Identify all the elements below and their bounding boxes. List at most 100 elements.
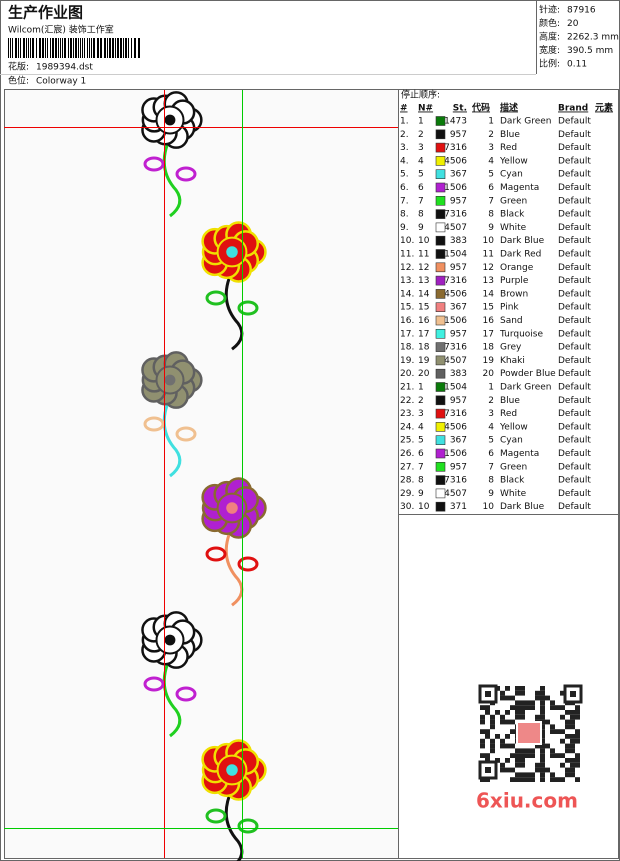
color-swatch (435, 355, 446, 366)
cell: 957 (450, 396, 467, 406)
cell: Default (558, 210, 591, 220)
cell: 10 (418, 236, 430, 246)
cell: Cyan (500, 436, 523, 446)
cell: Black (500, 476, 525, 486)
cell: Default (558, 303, 591, 313)
qr-cell (515, 758, 520, 763)
bar-stripe (12, 38, 13, 58)
cell: Default (558, 489, 591, 499)
qr-cell (520, 762, 525, 768)
cell: Default (558, 343, 591, 353)
cell: Green (500, 196, 527, 206)
bar-stripe (82, 38, 83, 58)
cell: 4507 (444, 223, 467, 233)
qr-cell (570, 762, 575, 768)
cell: 4 (418, 422, 424, 432)
qr-cell (575, 705, 580, 710)
qr-cell (565, 772, 570, 778)
qr-cell (565, 748, 570, 754)
cell: 1506 (444, 449, 467, 459)
flower (141, 91, 203, 218)
design: 1989394.dst (36, 63, 93, 73)
qr-cell (485, 729, 490, 734)
qr-cell (550, 705, 555, 710)
bar-stripe (58, 38, 59, 58)
qr-cell (515, 753, 520, 758)
cell: Grey (500, 343, 522, 353)
qr-cell (540, 714, 545, 720)
bar-stripe (125, 38, 127, 58)
bar-stripe (60, 38, 61, 58)
cell: 9 (488, 489, 494, 499)
qr-cell (530, 777, 535, 782)
cell: 12 (483, 263, 494, 273)
qr-cell (500, 767, 505, 773)
flower (201, 477, 267, 607)
qr-cell (575, 729, 580, 734)
color-swatch (435, 302, 446, 313)
stop-title: 停止顺序: (401, 89, 440, 101)
cell: 957 (450, 130, 467, 140)
cell: 1. (400, 117, 409, 127)
color-swatch (435, 289, 446, 299)
qr-cell (575, 758, 580, 763)
cell: 957 (450, 329, 467, 339)
qr-cell (540, 700, 545, 706)
qr-cell (510, 705, 515, 710)
qr-cell (515, 762, 520, 768)
leaf (175, 166, 197, 182)
qr-cell (500, 738, 505, 744)
cell: 29. (400, 489, 414, 499)
leaf (175, 426, 197, 442)
cell: 9 (488, 223, 494, 233)
cell: Magenta (500, 183, 539, 193)
qr-cell (550, 729, 555, 734)
bar-stripe (10, 38, 11, 58)
cell: 7 (488, 196, 494, 206)
color-swatch (435, 368, 446, 379)
cell: Yellow (499, 422, 528, 432)
cell: 5 (488, 436, 494, 446)
cell: 23. (400, 409, 414, 419)
cell: Default (558, 449, 591, 459)
column-header: N# (418, 104, 433, 114)
qr-cell (555, 753, 560, 758)
cell: 957 (450, 196, 467, 206)
qr-cell (510, 743, 515, 749)
qr-cell (545, 695, 550, 701)
bar-stripe (26, 38, 27, 58)
qr-cell (540, 695, 545, 701)
color-swatch (435, 222, 446, 233)
cell: 15. (400, 303, 414, 313)
qr-cell (575, 777, 580, 782)
qr-cell (570, 758, 575, 763)
cell: 10. (400, 236, 414, 246)
leaf (237, 300, 259, 316)
cell: 15 (418, 303, 429, 313)
qr-cell (540, 738, 545, 744)
bar-stripe (115, 38, 116, 58)
qr-cell (570, 738, 575, 744)
qr-cell (565, 743, 570, 749)
cell: Default (558, 223, 591, 233)
qr-cell (530, 753, 535, 758)
qr-cell (560, 762, 565, 768)
cell: 20 (483, 369, 495, 379)
cell: Default (558, 369, 591, 379)
stat-value: 2262.3 mm (567, 33, 619, 43)
bar-stripe (109, 38, 111, 58)
cell: 7316 (444, 143, 467, 153)
qr-cell (560, 705, 565, 710)
qr-cell (490, 743, 495, 749)
qr-cell (540, 734, 545, 739)
color-swatch (435, 182, 446, 193)
qr-code (472, 680, 584, 784)
qr-cell (490, 719, 495, 725)
barcode (8, 38, 140, 58)
cell: Green (500, 462, 527, 472)
flower-center (226, 502, 238, 514)
cell: 371 (450, 502, 467, 512)
cell: 13 (483, 276, 494, 286)
qr-cell (525, 772, 530, 778)
bar-stripe (68, 38, 69, 58)
